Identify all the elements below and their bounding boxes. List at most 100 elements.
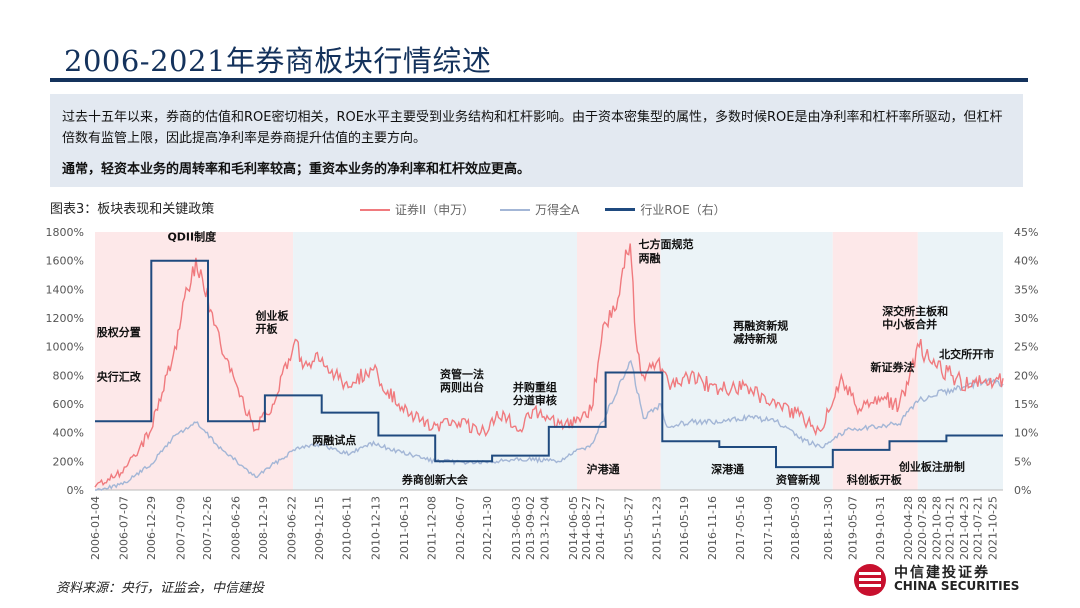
x-axis-tick-label: 2009-06-22 [286,496,299,560]
title-rule [50,78,1028,82]
policy-annotation: 深交所主板和 [882,304,948,318]
right-axis-tick-label: 0% [1014,484,1031,497]
x-axis-tick-label: 2019-10-31 [874,496,887,560]
x-axis-tick-label: 2014-08-27 [580,496,593,560]
x-axis-tick-label: 2006-12-29 [145,496,158,560]
legend-swatch-securities [360,208,390,211]
left-axis-tick-label: 1600% [46,255,84,268]
policy-annotation: 券商创新大会 [401,473,469,487]
x-axis-tick-label: 2020-04-28 [902,496,915,560]
policy-annotation: 资管新规 [776,473,820,487]
legend-item-roe: 行业ROE（右） [605,201,726,218]
x-axis-tick-label: 2014-06-05 [567,496,580,560]
series-line-securities [94,243,1004,488]
policy-annotation: 两融试点 [312,433,356,447]
x-axis-tick-label: 2015-05-27 [622,496,635,560]
figure-label: 图表3：板块表现和关键政策 [50,202,215,217]
series-line-roe [95,259,1003,469]
x-axis-tick-label: 2021-10-25 [987,496,1000,560]
policy-annotation: 深港通 [711,462,744,476]
policy-annotation: 并购重组 [513,380,557,394]
x-axis-tick-label: 2007-07-09 [175,496,188,560]
summary-bold-text: 通常，轻资本业务的周转率和毛利率较高；重资本业务的净利率和杠杆效应更高。 [62,162,531,177]
policy-annotation: QDII制度 [167,230,217,244]
legend-item-wind-a: 万得全A [500,201,579,218]
x-axis-tick-label: 2018-11-30 [822,496,835,560]
policy-annotation: 中小板合并 [882,317,937,331]
x-axis-tick-label: 2008-12-19 [257,496,270,560]
policy-annotation: 资管一法 [440,367,484,381]
policy-annotation: 沪港通 [587,462,620,476]
policy-annotation: 北交所开市 [939,347,994,361]
legend-label-wind-a: 万得全A [535,203,580,217]
page-title: 2006-2021年券商板块行情综述 [64,44,492,78]
x-axis-tick-label: 2008-06-26 [230,496,243,560]
chart-series [94,243,1004,491]
right-axis-tick-label: 40% [1014,255,1038,268]
x-axis-tick-label: 2019-05-07 [846,496,859,560]
x-axis-tick-label: 2010-12-13 [369,496,382,560]
x-axis-tick-label: 2017-05-16 [734,496,747,560]
x-axis-tick-label: 2020-07-28 [916,496,929,560]
shaded-period-3 [660,232,833,490]
x-axis-tick-label: 2013-09-02 [524,496,537,560]
policy-annotation: 创业板注册制 [898,460,965,474]
left-axis-tick-label: 400% [53,427,84,440]
x-axis-tick-label: 2011-06-13 [398,496,411,560]
legend-label-securities: 证券II（申万） [395,203,475,217]
x-axis-tick-label: 2010-06-11 [341,496,354,560]
summary-text: 过去十五年以来，券商的估值和ROE密切相关，ROE水平主要受到业务结构和杠杆影响… [62,110,1003,146]
shaded-period-2 [576,232,661,490]
x-axis-tick-label: 2014-11-27 [594,496,607,560]
x-axis-tick-label: 2013-06-03 [510,496,523,560]
policy-annotation: 科创板开板 [847,473,903,487]
legend-swatch-wind-a [500,208,531,211]
policy-annotation: 开板 [255,321,278,335]
policy-annotation: 减持新规 [733,331,777,345]
policy-annotation: 分道审核 [513,393,557,407]
x-axis-tick-label: 2021-01-21 [944,496,957,560]
chart-axes: 0% 200% 400% 600% 800% 1000% 1200% 1400% 1600% 18… [46,226,1039,560]
legend-label-roe: 行业ROE（右） [640,203,726,217]
logo-seal-icon [854,564,886,596]
left-axis-tick-label: 1400% [46,283,84,296]
x-axis-tick-label: 2012-06-07 [454,496,467,560]
legend-item-securities: 证券II（申万） [360,201,474,218]
policy-annotation: 两则出台 [440,380,484,394]
right-axis-tick-label: 25% [1014,341,1038,354]
policy-annotation: 新证券法 [871,360,915,374]
source-note: 资料来源：央行，证监会，中信建投 [56,581,265,596]
x-axis-tick-label: 2018-05-03 [789,496,802,560]
legend-swatch-roe [605,208,636,211]
series-line-wind-a [95,359,1004,491]
policy-annotation: 股权分置 [97,325,141,339]
policy-annotation: 央行汇改 [97,369,142,383]
x-axis-tick-label: 2021-07-21 [972,496,985,560]
x-axis-tick-label: 2017-11-09 [762,496,775,560]
left-axis-tick-label: 1200% [46,312,84,325]
right-axis-tick-label: 15% [1014,398,1038,411]
right-axis-tick-label: 10% [1014,427,1038,440]
x-axis-tick-label: 2021-04-23 [958,496,971,560]
x-axis-tick-label: 2006-07-07 [118,496,131,560]
left-axis-tick-label: 800% [53,369,84,382]
right-axis-tick-label: 45% [1014,226,1038,239]
logo-en: CHINA SECURITIES [894,579,1020,593]
x-axis-tick-label: 2009-12-15 [313,496,326,560]
x-axis-tick-label: 2012-11-30 [481,496,494,560]
left-axis-tick-label: 0% [67,484,84,497]
right-axis-tick-label: 35% [1014,283,1038,296]
policy-annotation: 再融资新规 [733,318,788,332]
x-axis-tick-label: 2016-11-16 [706,496,719,560]
x-axis-tick-label: 2015-11-23 [650,496,663,560]
left-axis-tick-label: 600% [53,398,84,411]
x-axis-tick-label: 2006-01-04 [89,496,102,560]
policy-annotation: 创业板 [254,308,289,322]
summary-box: 过去十五年以来，券商的估值和ROE密切相关，ROE水平主要受到业务结构和杠杆影响… [50,94,1023,187]
policy-annotation: 七方面规范 [639,237,694,251]
chart-legend: 证券II（申万） 万得全A 行业ROE（右） [360,201,726,218]
x-axis-tick-label: 2020-10-28 [930,496,943,560]
x-axis-tick-label: 2013-12-04 [538,496,551,560]
